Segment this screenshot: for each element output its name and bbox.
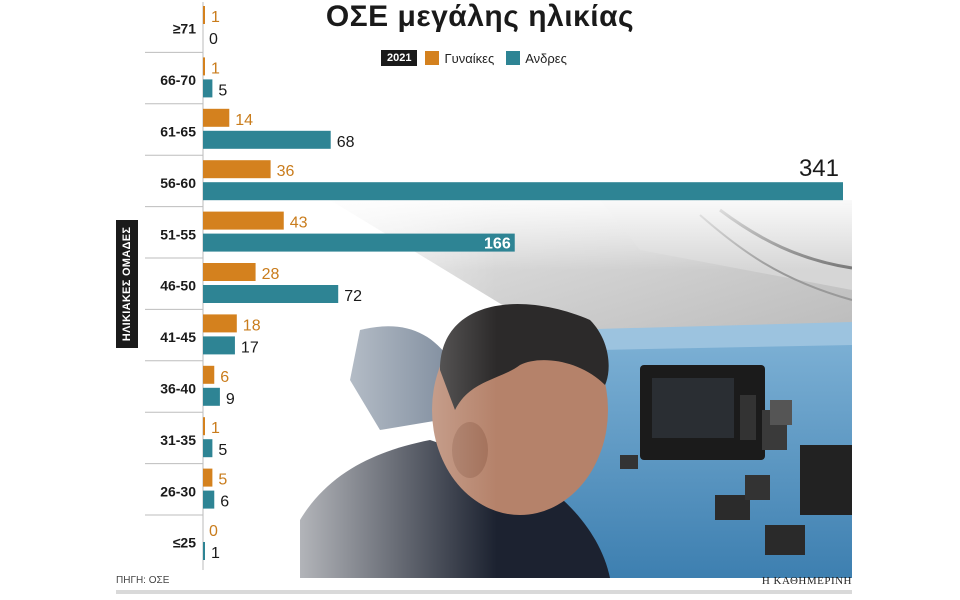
- bar-men: [203, 182, 843, 201]
- legend-year: 2021: [381, 50, 418, 66]
- data-label-men: 5: [218, 82, 227, 99]
- bar-women: [203, 365, 215, 384]
- legend: 2021 Γυναίκες Ανδρες: [381, 49, 579, 67]
- data-label-women: 1: [211, 60, 220, 77]
- data-label-men: 72: [344, 288, 362, 305]
- data-label-men: 9: [226, 391, 235, 408]
- bar-women: [203, 417, 205, 436]
- source-note: ΠΗΓΗ: ΟΣΕ: [116, 575, 170, 586]
- legend-women-swatch: [425, 51, 440, 65]
- bar-women: [203, 160, 271, 179]
- category-label: 61-65: [160, 124, 196, 140]
- y-axis-title: ΗΛΙΚΙΑΚΕΣ ΟΜΑΔΕΣ: [121, 226, 133, 342]
- data-label-men: 5: [218, 442, 227, 459]
- bar-women: [203, 211, 284, 230]
- legend-women-label: Γυναίκες: [444, 50, 495, 66]
- category-label: ≥71: [173, 21, 196, 37]
- bar-men: [203, 542, 205, 560]
- bottom-rule: [116, 590, 852, 594]
- data-label-men: 341: [799, 155, 839, 182]
- category-label: 41-45: [160, 329, 196, 345]
- publisher-brand: Η ΚΑΘΗΜΕΡΙΝΗ: [761, 575, 852, 587]
- bar-women: [203, 108, 230, 127]
- data-label-men: 166: [484, 236, 511, 253]
- data-label-women: 28: [262, 266, 280, 283]
- bar-women: [203, 468, 213, 487]
- data-label-men: 1: [211, 545, 220, 562]
- category-label: 26-30: [160, 483, 196, 499]
- bar-men: [203, 490, 215, 509]
- bar-women: [203, 263, 256, 281]
- category-label: ≤25: [173, 535, 196, 551]
- legend-men-label: Ανδρες: [525, 50, 567, 66]
- data-label-men: 68: [337, 134, 355, 151]
- category-label: 56-60: [160, 175, 196, 191]
- bar-men: [203, 285, 339, 303]
- data-label-women: 1: [211, 420, 220, 437]
- data-label-men: 0: [209, 31, 218, 48]
- bar-men: [203, 387, 220, 406]
- data-label-women: 1: [211, 9, 220, 26]
- data-label-women: 36: [277, 163, 295, 180]
- category-label: 46-50: [160, 278, 196, 294]
- bar-men: [203, 439, 213, 458]
- bar-women: [203, 57, 205, 76]
- category-label: 51-55: [160, 226, 196, 242]
- category-label: 66-70: [160, 72, 196, 88]
- legend-men-swatch: [506, 51, 521, 65]
- data-label-women: 0: [209, 523, 218, 540]
- chart-title: ΟΣΕ μεγάλης ηλικίας: [325, 0, 635, 33]
- bar-women: [203, 6, 205, 24]
- axis-title-box: ΗΛΙΚΙΑΚΕΣ ΟΜΑΔΕΣ: [116, 220, 138, 348]
- data-label-women: 18: [243, 317, 261, 334]
- data-label-women: 5: [218, 472, 227, 489]
- data-label-women: 14: [235, 112, 253, 129]
- bar-men: [203, 336, 235, 355]
- data-label-men: 6: [220, 494, 229, 511]
- bar-women: [203, 314, 237, 333]
- data-label-women: 43: [290, 215, 308, 232]
- category-label: 31-35: [160, 432, 196, 448]
- bar-men: [203, 130, 331, 149]
- data-label-women: 6: [220, 369, 229, 386]
- bar-men: [203, 79, 213, 98]
- bar-men: [203, 233, 515, 252]
- category-label: 36-40: [160, 381, 196, 397]
- data-label-men: 17: [241, 339, 259, 356]
